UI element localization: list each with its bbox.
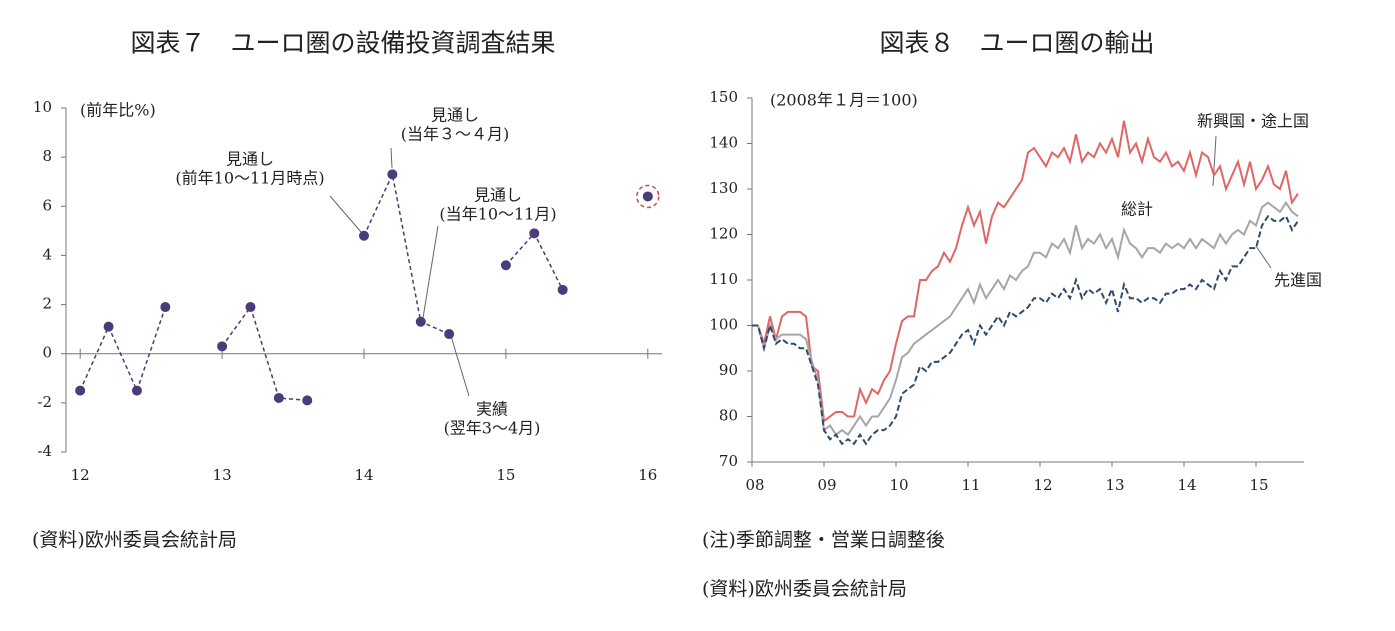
axis-unit: (前年比%) (80, 101, 156, 120)
annotation: 実績 (476, 400, 508, 419)
x-tick-label: 15 (496, 466, 515, 484)
annotation: (当年３～４月) (401, 125, 510, 144)
x-tick-label: 14 (1177, 476, 1196, 494)
y-tick-label: 10 (33, 98, 52, 116)
chart-title: 図表７ ユーロ圏の設備投資調査結果 (130, 29, 555, 58)
y-tick-label: 0 (42, 344, 52, 362)
y-tick-label: 80 (719, 407, 738, 425)
source-note: (資料)欧州委員会統計局 (702, 578, 907, 600)
series-label: 総計 (1121, 200, 1153, 219)
y-tick-label: 110 (709, 270, 738, 288)
data-point (103, 321, 114, 332)
data-point (359, 230, 369, 241)
annotation: (前年10～11月時点) (175, 169, 324, 188)
data-point (500, 260, 511, 271)
x-tick-label: 10 (889, 476, 908, 494)
series-line (752, 214, 1299, 446)
data-point (444, 329, 455, 340)
x-tick-label: 13 (213, 466, 232, 484)
data-point (557, 284, 568, 295)
data-point (642, 191, 653, 202)
annotation: (翌年3～4月) (444, 419, 541, 438)
label-connector (1212, 135, 1217, 187)
x-tick-label: 15 (1249, 476, 1268, 494)
annotation-connector (390, 147, 393, 169)
y-tick-label: 130 (709, 179, 738, 197)
data-point (273, 392, 284, 403)
annotation-connector (450, 335, 470, 397)
y-tick-label: 120 (709, 225, 738, 243)
y-tick-label: -4 (37, 442, 52, 460)
y-tick-label: 4 (42, 245, 52, 263)
y-tick-label: 8 (42, 147, 52, 165)
data-point (387, 169, 398, 180)
highlight-ring (636, 184, 660, 209)
data-point (245, 302, 256, 313)
y-tick-label: 2 (42, 295, 52, 313)
source-note: (資料)欧州委員会統計局 (32, 529, 237, 551)
y-tick-label: 150 (709, 88, 738, 106)
data-point (529, 228, 540, 239)
y-tick-label: 100 (709, 316, 738, 334)
annotation: 見通し (474, 186, 522, 205)
data-point (217, 341, 228, 352)
y-tick-label: 90 (719, 361, 738, 379)
data-point (160, 302, 171, 313)
data-point (302, 395, 313, 406)
x-tick-label: 11 (961, 476, 980, 494)
series-line (752, 120, 1299, 423)
y-tick-label: -2 (37, 393, 52, 411)
axis-unit: (2008年１月＝100) (770, 91, 918, 110)
annotation: (当年10～11月) (439, 205, 556, 224)
x-tick-label: 12 (71, 466, 90, 484)
annotation: 見通し (226, 150, 274, 169)
data-point (131, 385, 142, 396)
x-tick-label: 13 (1105, 476, 1124, 494)
y-tick-label: 140 (709, 134, 738, 152)
x-tick-label: 16 (638, 466, 657, 484)
annotation: 見通し (431, 106, 479, 125)
x-tick-label: 14 (354, 466, 373, 484)
y-tick-label: 6 (42, 196, 52, 214)
series-label: 新興国・途上国 (1197, 112, 1309, 131)
label-connector (1255, 245, 1272, 269)
note: (注)季節調整・営業日調整後 (702, 529, 945, 551)
annotation-connector (329, 195, 362, 233)
chart-title: 図表８ ユーロ圏の輸出 (879, 29, 1154, 58)
series-label: 先進国 (1274, 271, 1322, 290)
x-tick-label: 09 (817, 476, 836, 494)
annotation-connector (422, 225, 439, 319)
x-tick-label: 12 (1033, 476, 1052, 494)
data-point (415, 316, 426, 327)
series-line (752, 200, 1299, 437)
x-tick-label: 08 (745, 476, 764, 494)
y-tick-label: 70 (719, 452, 738, 470)
data-point (75, 385, 86, 396)
